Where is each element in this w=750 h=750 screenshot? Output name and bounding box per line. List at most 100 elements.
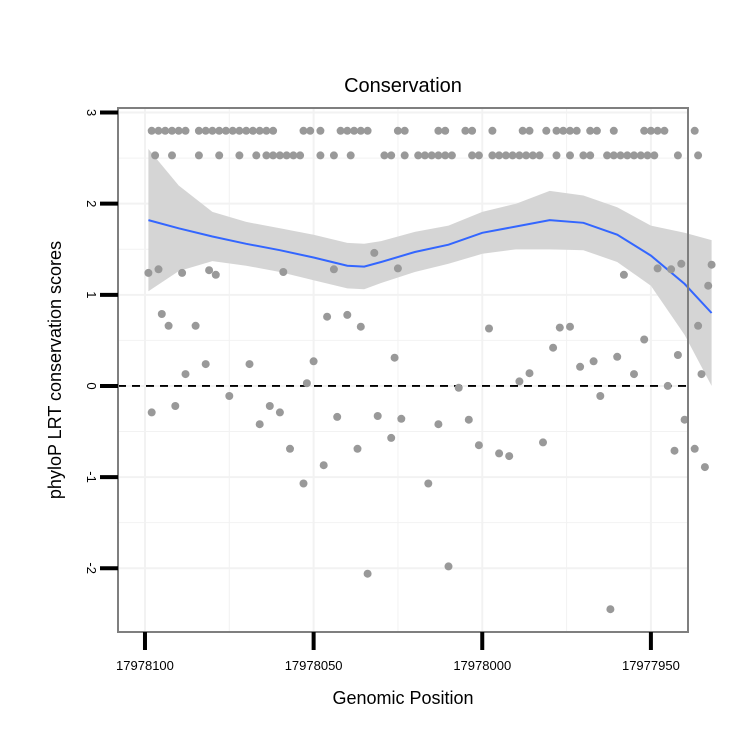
data-point bbox=[356, 322, 365, 331]
data-point bbox=[329, 151, 338, 160]
data-point bbox=[275, 151, 284, 160]
data-point bbox=[235, 126, 244, 135]
data-point bbox=[690, 444, 699, 453]
data-point bbox=[302, 379, 311, 388]
data-point bbox=[613, 352, 622, 361]
data-point bbox=[515, 151, 524, 160]
data-point bbox=[555, 323, 564, 332]
data-point bbox=[147, 408, 156, 417]
data-point bbox=[566, 151, 574, 160]
data-point bbox=[522, 151, 531, 160]
data-point bbox=[444, 562, 453, 571]
y-axis-title: phyloP LRT conservation scores bbox=[45, 241, 65, 499]
data-point bbox=[501, 151, 510, 160]
y-tick-label: -1 bbox=[84, 471, 99, 483]
data-point bbox=[525, 369, 534, 378]
data-point bbox=[181, 126, 190, 135]
data-point bbox=[255, 420, 264, 429]
data-point bbox=[447, 151, 456, 160]
data-point bbox=[420, 151, 429, 160]
data-point bbox=[147, 126, 156, 135]
data-point bbox=[653, 126, 662, 135]
data-point bbox=[329, 265, 338, 274]
data-point bbox=[528, 151, 537, 160]
data-point bbox=[225, 392, 234, 400]
data-point bbox=[586, 151, 595, 160]
chart-title: Conservation bbox=[344, 75, 462, 97]
data-point bbox=[579, 151, 588, 160]
data-point bbox=[154, 126, 163, 135]
data-point bbox=[630, 370, 638, 379]
data-point bbox=[468, 126, 477, 135]
data-point bbox=[694, 151, 703, 160]
data-point bbox=[336, 126, 345, 135]
data-point bbox=[161, 126, 170, 135]
data-point bbox=[363, 126, 372, 135]
data-point bbox=[245, 360, 254, 369]
x-tick-label: 17977950 bbox=[622, 658, 680, 673]
y-tick-label: 2 bbox=[84, 200, 99, 207]
data-point bbox=[673, 351, 682, 359]
data-point bbox=[495, 449, 504, 458]
data-point bbox=[646, 126, 655, 135]
x-axis-title: Genomic Position bbox=[332, 688, 473, 708]
y-tick-label: -2 bbox=[84, 562, 99, 574]
data-point bbox=[663, 381, 672, 390]
data-point bbox=[387, 433, 396, 442]
data-point bbox=[309, 357, 318, 366]
data-point bbox=[286, 444, 294, 453]
data-point bbox=[515, 377, 524, 386]
data-point bbox=[228, 126, 237, 135]
data-point bbox=[363, 569, 372, 578]
data-point bbox=[700, 463, 709, 472]
data-point bbox=[650, 151, 659, 160]
data-point bbox=[609, 126, 618, 135]
data-point bbox=[525, 126, 534, 135]
data-point bbox=[667, 265, 676, 274]
data-point bbox=[387, 151, 396, 160]
data-point bbox=[181, 370, 190, 379]
data-point bbox=[346, 151, 355, 160]
data-point bbox=[566, 322, 574, 331]
x-tick-label: 17978050 bbox=[285, 658, 343, 673]
confidence-band-group bbox=[148, 149, 712, 386]
data-point bbox=[630, 151, 638, 160]
data-point bbox=[468, 151, 477, 160]
data-point bbox=[269, 126, 278, 135]
data-point bbox=[370, 248, 379, 257]
data-point bbox=[242, 126, 251, 135]
data-point bbox=[539, 438, 547, 447]
data-point bbox=[144, 268, 153, 277]
data-point bbox=[474, 441, 483, 450]
data-point bbox=[390, 353, 399, 362]
data-point bbox=[279, 268, 288, 276]
y-tick-label: 0 bbox=[84, 382, 99, 389]
data-point bbox=[319, 461, 328, 470]
data-point bbox=[603, 151, 612, 160]
data-point bbox=[424, 479, 433, 488]
data-point bbox=[640, 126, 649, 135]
data-point bbox=[174, 126, 183, 135]
data-point bbox=[316, 151, 325, 160]
data-point bbox=[215, 126, 224, 135]
data-point bbox=[211, 270, 220, 279]
data-point bbox=[576, 362, 585, 371]
data-point bbox=[474, 151, 483, 160]
data-point bbox=[221, 126, 230, 135]
data-point bbox=[194, 126, 203, 135]
data-point bbox=[677, 259, 686, 268]
data-point bbox=[454, 383, 463, 392]
data-point bbox=[350, 126, 359, 135]
data-point bbox=[400, 126, 409, 135]
data-point bbox=[393, 126, 402, 135]
data-point bbox=[252, 151, 261, 160]
data-point bbox=[269, 151, 278, 160]
data-point bbox=[609, 151, 618, 160]
data-point bbox=[299, 126, 308, 135]
x-tick-label: 17978000 bbox=[453, 658, 511, 673]
data-point bbox=[262, 151, 271, 160]
data-point bbox=[343, 126, 352, 135]
data-point bbox=[157, 310, 166, 318]
data-point bbox=[289, 151, 298, 160]
